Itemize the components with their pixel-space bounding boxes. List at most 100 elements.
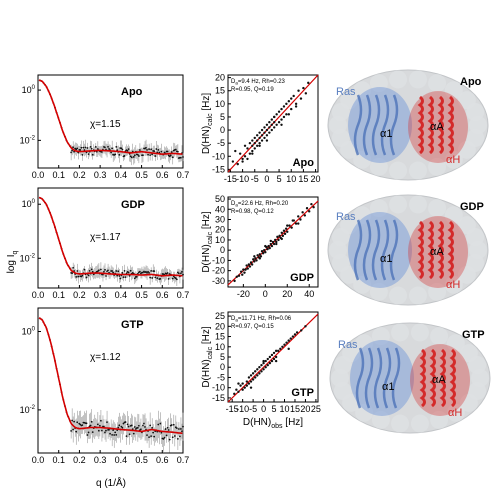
rdc-data-point (245, 384, 249, 387)
rdc-ytick-label: 25 (215, 311, 225, 321)
saxs-data-point (133, 154, 136, 157)
saxs-data-point (170, 151, 173, 153)
helix-coil (439, 348, 446, 408)
rdc-data-point (246, 147, 249, 150)
rdc-xtick-label: 5 (277, 174, 282, 184)
saxs-data-point (90, 268, 93, 271)
saxs-data-point (96, 148, 99, 150)
rdc-data-point (260, 370, 263, 373)
rdc-data-point (262, 359, 265, 363)
rdc-data-point (275, 242, 278, 246)
helix-coil (447, 220, 454, 280)
saxs-data-point (155, 148, 158, 150)
saxs-data-point (86, 434, 89, 436)
rdc-panel-label: GTP (291, 387, 314, 399)
saxs-data-point (98, 424, 101, 427)
saxs-data-point (81, 153, 84, 156)
rdc-data-point (241, 382, 244, 385)
saxs-xtick-label: 0.3 (94, 290, 107, 300)
saxs-data-point (113, 434, 116, 436)
rdc-data-point (287, 113, 291, 116)
saxs-data-point (148, 271, 151, 274)
rdc-data-point (289, 337, 292, 340)
ras-helix (371, 219, 381, 281)
saxs-data-point (80, 146, 83, 149)
alpha1-label: α1 (380, 253, 392, 265)
saxs-data-point (92, 273, 95, 276)
saxs-data-point (87, 274, 90, 277)
saxs-data-point (104, 431, 106, 434)
rdc-data-point (273, 126, 276, 129)
rdc-data-point (254, 257, 257, 260)
rdc-data-point (255, 259, 258, 262)
saxs-data-point (71, 419, 74, 422)
saxs-data-point (175, 427, 178, 430)
rdc-data-point (235, 388, 238, 391)
saxs-data-point (140, 428, 142, 431)
rdc-data-point (243, 386, 246, 389)
saxs-data-point (154, 155, 157, 157)
alphaH-label: αH (446, 279, 460, 291)
saxs-xtick-label: 0.5 (135, 170, 148, 180)
rdc-data-point (255, 139, 259, 142)
rdc-data-point (287, 347, 290, 351)
rdc-ytick-label: 10 (215, 99, 225, 109)
rdc-ytick-label: 5 (220, 352, 225, 362)
rdc-data-point (270, 359, 274, 363)
saxs-xtick-label: 0.4 (115, 170, 128, 180)
rdc-data-point (246, 267, 249, 270)
ras-helix (380, 219, 390, 281)
rdc-data-point (234, 149, 237, 153)
saxs-data-point (73, 420, 76, 423)
saxs-data-point (142, 424, 144, 427)
helix-coil (419, 348, 426, 408)
saxs-data-point (149, 276, 152, 279)
rdc-data-point (249, 374, 253, 377)
saxs-data-point (158, 151, 161, 154)
rdc-ytick-label: 0 (220, 362, 225, 372)
rdc-data-point (282, 115, 286, 119)
saxs-data-point (181, 270, 183, 273)
envelope-bump (446, 334, 465, 353)
alpha1-label: α1 (380, 128, 392, 140)
rdc-xtick-label: 0 (264, 174, 269, 184)
saxs-data-point (82, 146, 85, 149)
saxs-panel-label: GTP (121, 319, 144, 331)
saxs-data-point (181, 430, 183, 433)
saxs-data-point (118, 424, 121, 427)
saxs-data-point (123, 269, 126, 272)
saxs-data-point (153, 150, 156, 153)
helix-coil (437, 220, 444, 280)
rdc-data-point (261, 252, 265, 255)
saxs-data-point (110, 151, 113, 154)
saxs-xtick-label: 0.7 (177, 290, 190, 300)
saxs-data-point (127, 425, 130, 428)
rdc-data-point (258, 144, 261, 147)
saxs-data-point (76, 421, 79, 424)
saxs-data-point (118, 153, 121, 156)
saxs-data-point (138, 270, 141, 273)
envelope-bump (428, 74, 447, 93)
rdc-data-point (265, 123, 269, 127)
envelope-bump (428, 199, 447, 218)
rdc-data-point (243, 155, 247, 158)
rdc-data-point (308, 210, 311, 213)
envelope-bump (410, 323, 429, 342)
rdc-data-point (264, 359, 267, 363)
helix-coil (417, 95, 424, 155)
rdc-data-point (250, 263, 254, 266)
rdc-data-point (256, 374, 259, 377)
ras-helix (362, 94, 372, 156)
rdc-data-point (290, 107, 293, 111)
rdc-data-point (275, 240, 278, 244)
rdc-data-point (270, 353, 274, 357)
saxs-xtick-label: 0.1 (52, 290, 65, 300)
rdc-data-point (241, 160, 244, 163)
saxs-data-point (153, 435, 156, 438)
rdc-data-point (264, 251, 267, 254)
rdc-frame (227, 74, 319, 173)
saxs-xtick-label: 0.5 (135, 455, 148, 465)
saxs-data-point (111, 434, 114, 436)
saxs-data-point (163, 436, 166, 439)
